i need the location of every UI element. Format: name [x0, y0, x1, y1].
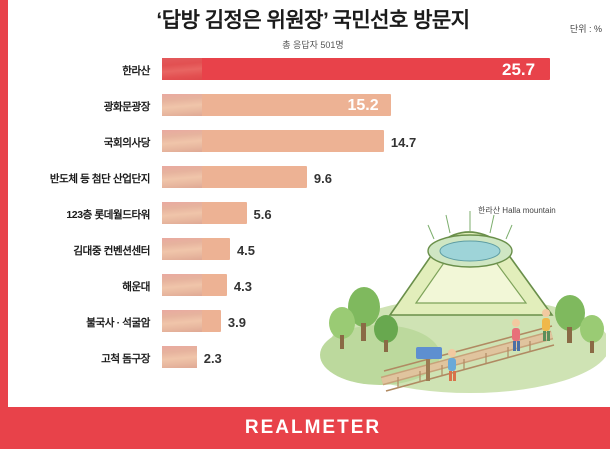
bar-container: 4.5	[162, 235, 610, 265]
bar-photo-texture	[162, 346, 197, 368]
category-label: 불국사 · 석굴암	[86, 316, 150, 329]
bar	[162, 130, 384, 152]
bar-photo-texture	[162, 58, 202, 80]
category-label: 123층 롯데월드타워	[66, 208, 150, 221]
chart-row: 해운대 4.3	[8, 271, 610, 301]
chart-row: 불국사 · 석굴암 3.9	[8, 307, 610, 337]
brand-name: REALMETER	[244, 417, 382, 438]
bar-photo-texture	[162, 310, 202, 332]
bar-container: 2.3	[162, 343, 610, 373]
bar-container: 5.6	[162, 199, 610, 229]
bar-container: 15.2	[162, 91, 610, 121]
bar-container: 25.7	[162, 55, 610, 85]
bar-value-label: 2.3	[203, 350, 222, 366]
bar	[162, 58, 550, 80]
chart-row: 광화문광장 15.2	[8, 91, 610, 121]
brand-footer: REALMETER	[8, 407, 610, 449]
bar-value-label: 4.3	[233, 278, 252, 294]
bar-photo-texture	[162, 166, 202, 188]
chart-row: 고척 돔구장 2.3	[8, 343, 610, 373]
bar-container: 9.6	[162, 163, 610, 193]
bar-value-label: 5.6	[253, 206, 272, 222]
bar-container: 3.9	[162, 307, 610, 337]
category-label: 해운대	[122, 280, 150, 293]
bar-value-label: 15.2	[347, 97, 379, 114]
bar-container: 14.7	[162, 127, 610, 157]
bar-photo-texture	[162, 94, 202, 116]
chart-row: 한라산 25.7	[8, 55, 610, 85]
subtitle-respondents: 총 응답자 501명	[282, 40, 344, 50]
category-label: 반도체 등 첨단 산업단지	[49, 172, 151, 185]
bar-value-label: 14.7	[390, 134, 417, 150]
chart-row: 국회의사당 14.7	[8, 127, 610, 157]
bar-value-label: 25.7	[502, 60, 536, 79]
page-title: ‘답방 김정은 위원장’ 국민선호 방문지	[156, 9, 470, 32]
bar-photo-texture	[162, 274, 202, 296]
illustration-caption: 한라산 Halla mountain	[478, 206, 556, 215]
halla-mountain-illustration	[320, 195, 610, 395]
unit-label: 단위 : %	[569, 24, 602, 34]
bar-chart: 한라산 25.7 광화문광장 15.2 국회의사당 14.7 반도체 등 첨단 산업단지 9.…	[8, 55, 610, 405]
category-label: 고척 돔구장	[101, 352, 150, 365]
category-label: 김대중 컨벤션센터	[73, 244, 150, 257]
category-label: 한라산	[122, 64, 150, 77]
chart-row: 반도체 등 첨단 산업단지 9.6	[8, 163, 610, 193]
bar-value-label: 4.5	[236, 242, 256, 258]
bar-value-label: 9.6	[313, 170, 332, 186]
bar-container: 4.3	[162, 271, 610, 301]
bar-photo-texture	[162, 238, 202, 260]
bar-value-label: 3.9	[227, 314, 246, 330]
chart-row: 김대중 컨벤션센터 4.5	[8, 235, 610, 265]
chart-row: 123층 롯데월드타워 5.6	[8, 199, 610, 229]
category-label: 국회의사당	[103, 136, 151, 149]
bar-photo-texture	[162, 202, 202, 224]
category-label: 광화문광장	[103, 100, 151, 113]
bar	[162, 94, 392, 116]
bar-photo-texture	[162, 130, 202, 152]
